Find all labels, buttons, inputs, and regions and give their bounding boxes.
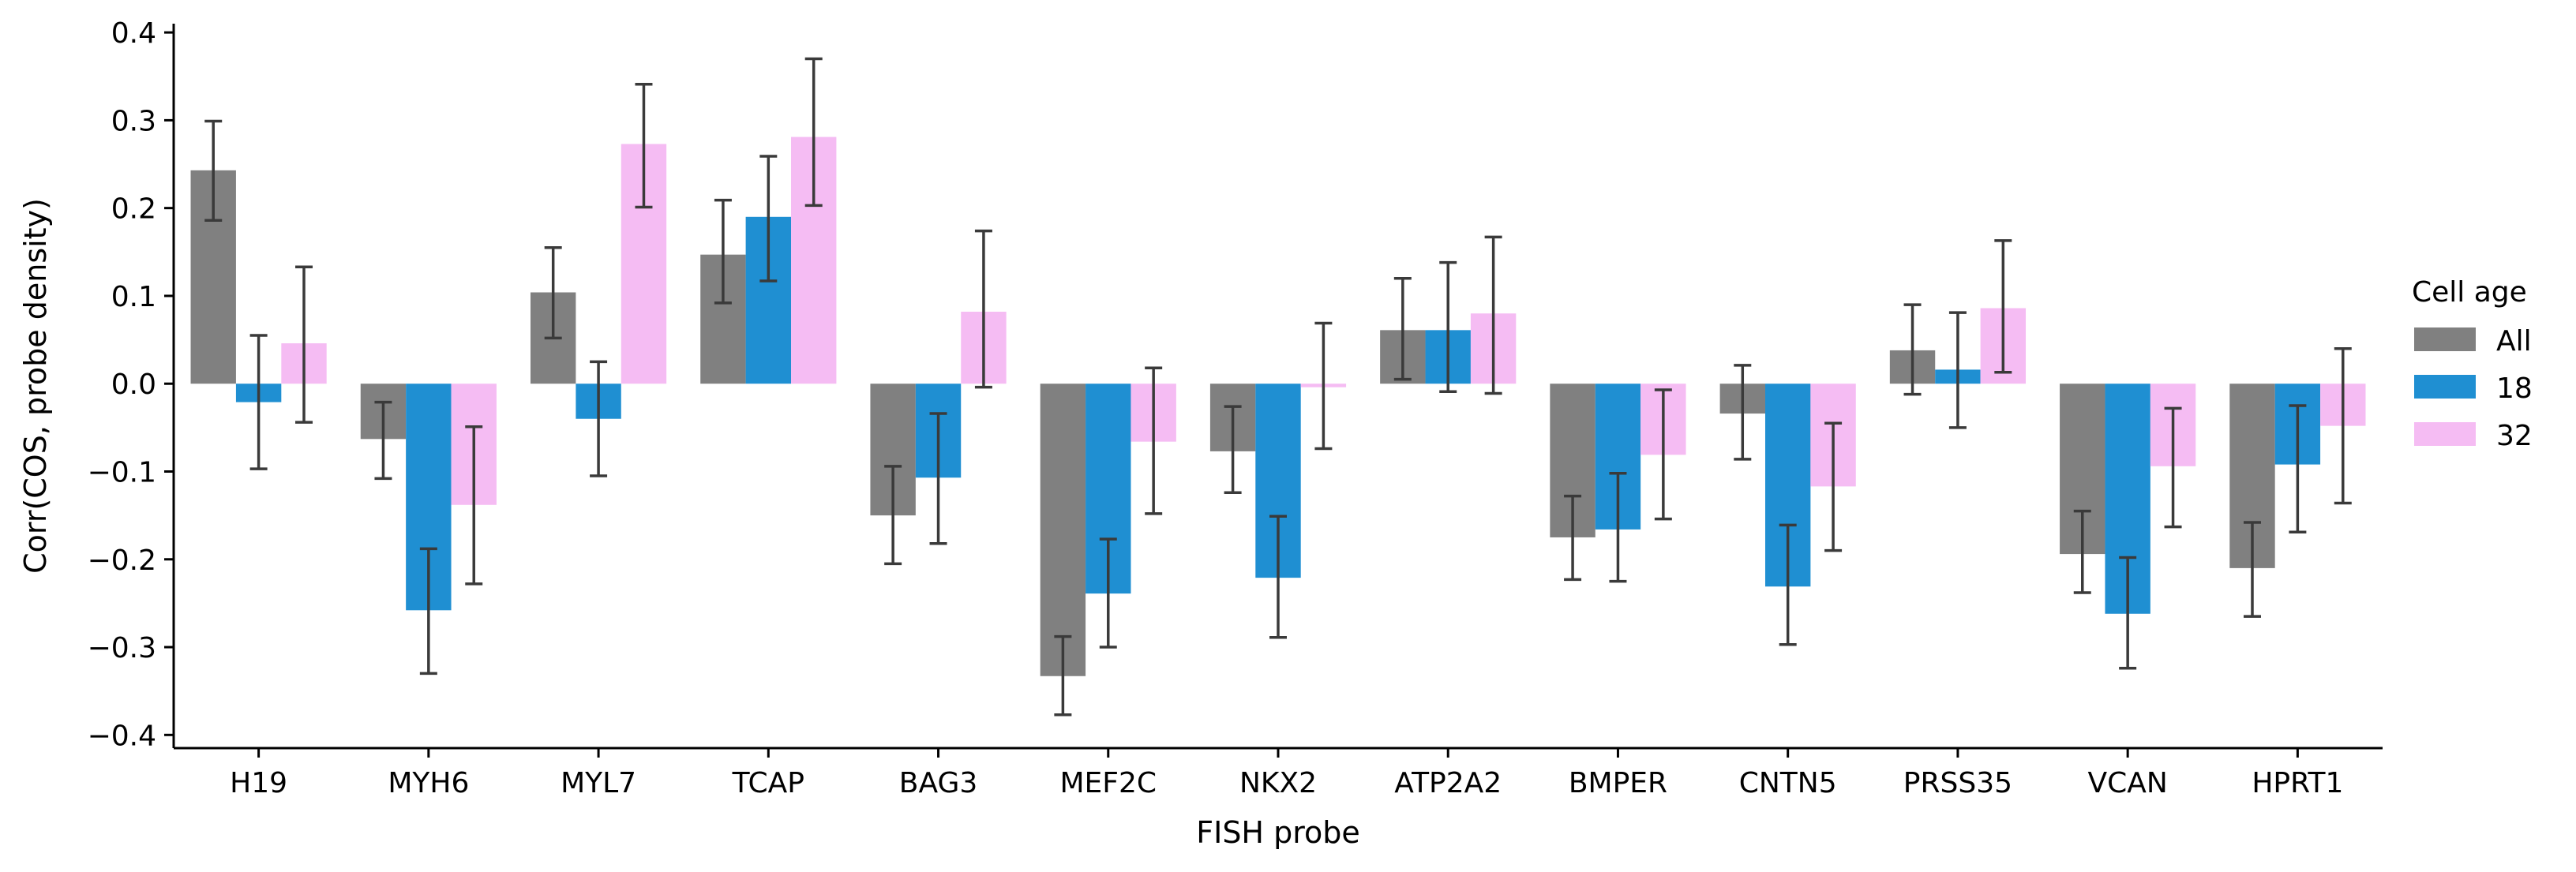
legend-label-all: All — [2496, 325, 2532, 357]
x-tick-label-cntn5: CNTN5 — [1739, 767, 1837, 799]
legend-swatch-32 — [2414, 422, 2476, 446]
x-tick-label-vcan: VCAN — [2087, 767, 2167, 799]
legend-title: Cell age — [2412, 276, 2527, 309]
legend: Cell age All 18 32 — [2412, 276, 2533, 452]
x-tick-label-hprt1: HPRT1 — [2252, 767, 2343, 799]
y-tick-label: 0.0 — [111, 369, 156, 401]
y-tick-label: 0.4 — [111, 17, 156, 50]
x-tick-label-myh6: MYH6 — [388, 767, 469, 799]
legend-swatch-18 — [2414, 375, 2476, 399]
axes-layer: −0.4 −0.3 −0.2 −0.1 0.0 0.1 0.2 0.3 0.4 H19 MYH6 MY… — [88, 17, 2383, 799]
y-tick-label: −0.2 — [88, 545, 156, 577]
x-tick-label-atp2a2: ATP2A2 — [1394, 767, 1502, 799]
x-tick-label-myl7: MYL7 — [561, 767, 636, 799]
x-tick-label-prss35: PRSS35 — [1903, 767, 2012, 799]
y-tick-label: −0.3 — [88, 632, 156, 664]
legend-label-18: 18 — [2496, 372, 2533, 405]
y-tick-label: −0.1 — [88, 456, 156, 488]
legend-label-32: 32 — [2496, 420, 2533, 452]
x-tick-label-h19: H19 — [230, 767, 287, 799]
legend-swatch-all — [2414, 327, 2476, 351]
x-tick-label-nkx2: NKX2 — [1239, 767, 1317, 799]
y-tick-label: −0.4 — [88, 720, 156, 752]
x-tick-label-bmper: BMPER — [1569, 767, 1667, 799]
bar-all-mef2c — [1040, 384, 1086, 676]
y-tick-label: 0.1 — [111, 281, 156, 313]
y-tick-label: 0.3 — [111, 105, 156, 137]
y-tick-label: 0.2 — [111, 193, 156, 226]
x-axis-title: FISH probe — [1196, 815, 1360, 850]
y-axis-title: Corr(COS, probe density) — [18, 198, 53, 574]
x-tick-label-bag3: BAG3 — [899, 767, 978, 799]
x-tick-label-tcap: TCAP — [732, 767, 804, 799]
error-bars-layer — [204, 57, 2352, 717]
x-tick-label-mef2c: MEF2C — [1059, 767, 1157, 799]
